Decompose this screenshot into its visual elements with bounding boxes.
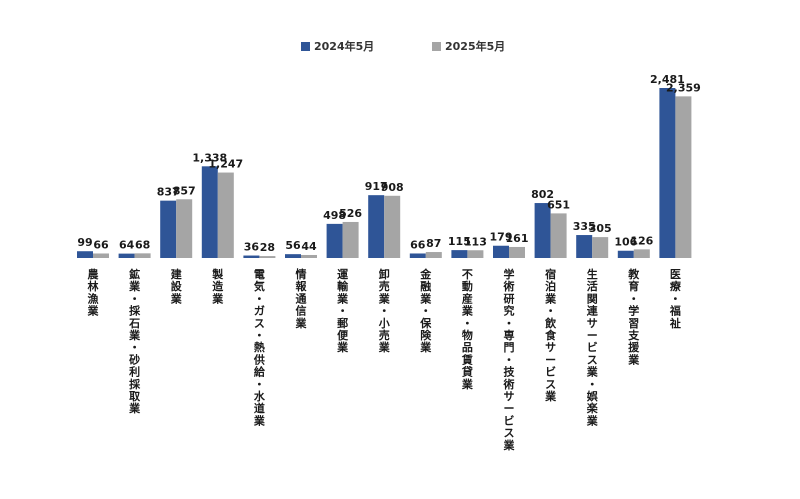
bar-2024-10: [493, 245, 509, 258]
value-label-2024-8: 66: [410, 238, 426, 251]
bar-2025-7: [384, 195, 401, 258]
value-label-2024-0: 99: [77, 236, 92, 249]
chart-legend: 2024年5月 2025年5月: [0, 38, 800, 54]
value-label-2025-4: 28: [260, 241, 275, 254]
bar-2025-13: [633, 249, 650, 258]
category-label-5: 情報通信業: [295, 267, 308, 330]
value-label-2024-9: 115: [448, 235, 471, 248]
bar-2024-3: [201, 166, 218, 258]
category-label-0: 農林漁業: [87, 267, 100, 318]
value-label-2025-13: 126: [630, 234, 653, 247]
category-label-13: 教育・学習支援業: [627, 267, 640, 366]
value-label-2024-2: 837: [157, 186, 180, 199]
category-label-2: 建設業: [170, 267, 183, 305]
value-label-2025-12: 305: [589, 222, 612, 235]
bar-2025-12: [592, 237, 609, 258]
value-label-2025-9: 113: [464, 235, 487, 248]
legend-label-2024: 2024年5月: [314, 40, 375, 53]
value-label-2024-12: 335: [573, 220, 596, 233]
bar-2025-14: [675, 96, 692, 259]
bar-2025-3: [217, 172, 234, 258]
value-label-2025-14: 2,359: [666, 81, 701, 94]
bar-2025-0: [93, 253, 109, 258]
value-label-2025-8: 87: [426, 237, 441, 250]
bar-2024-5: [285, 254, 301, 258]
bar-2025-2: [176, 199, 193, 258]
legend-swatch-2024: [301, 41, 310, 51]
category-label-1: 鉱業・採石業・砂利採取業: [128, 267, 141, 415]
category-label-11: 宿泊業・飲食サービス業: [544, 267, 557, 403]
bar-2024-12: [576, 235, 593, 258]
category-label-8: 金融業・保険業: [419, 267, 432, 354]
bar-2025-10: [509, 246, 525, 258]
value-label-2025-11: 651: [547, 198, 570, 211]
legend-label-2025: 2025年5月: [445, 40, 506, 53]
legend-swatch-2025: [432, 41, 441, 51]
value-label-2024-10: 179: [490, 231, 513, 244]
bar-2024-14: [659, 88, 676, 258]
value-label-2025-3: 1,247: [208, 158, 243, 171]
bar-2025-11: [550, 213, 567, 258]
bar-2025-4: [259, 256, 276, 258]
bar-2025-1: [134, 253, 151, 258]
bar-2024-13: [617, 250, 634, 258]
bar-2024-6: [326, 223, 343, 258]
value-label-2024-14: 2,481: [650, 73, 685, 86]
legend-item-2025: 2025年5月: [432, 38, 505, 54]
value-label-2024-13: 106: [614, 236, 637, 249]
value-label-2025-0: 66: [93, 238, 109, 251]
value-label-2025-10: 161: [506, 232, 529, 245]
category-label-9: 不動産業・物品賃貸業: [461, 268, 474, 391]
bar-2024-8: [409, 253, 426, 258]
value-label-2024-5: 56: [285, 239, 301, 252]
bar-2024-11: [534, 203, 551, 258]
bar-2025-9: [467, 250, 484, 258]
bar-2024-2: [160, 200, 177, 258]
value-label-2025-2: 857: [173, 184, 196, 197]
value-label-2024-4: 36: [244, 241, 260, 254]
category-label-12: 生活関連サービス業・娯楽業: [586, 267, 599, 427]
bar-2024-0: [77, 251, 93, 258]
bar-2025-5: [301, 254, 317, 258]
value-label-2025-1: 68: [135, 238, 150, 251]
bar-2024-1: [118, 253, 135, 258]
bar-2024-9: [451, 250, 468, 258]
value-label-2025-6: 526: [339, 207, 362, 220]
category-label-6: 運輸業・郵便業: [336, 268, 349, 354]
value-label-2024-3: 1,338: [192, 151, 227, 164]
value-label-2024-7: 917: [365, 180, 388, 193]
category-label-7: 卸売業・小売業: [378, 267, 391, 354]
bar-2024-4: [243, 255, 260, 258]
value-label-2024-1: 64: [119, 239, 135, 252]
value-label-2024-6: 498: [323, 209, 346, 222]
category-label-4: 電気・ガス・熱供給・水道業: [253, 268, 266, 427]
bar-2025-6: [342, 221, 359, 258]
value-label-2024-11: 802: [531, 188, 554, 201]
bar-2025-8: [425, 252, 442, 258]
value-label-2025-5: 44: [301, 240, 317, 253]
value-label-2025-7: 908: [381, 181, 404, 194]
legend-item-2024: 2024年5月: [301, 38, 374, 54]
category-label-3: 製造業: [211, 267, 224, 305]
category-label-14: 医療・福祉: [669, 268, 682, 330]
bar-2024-7: [368, 195, 385, 258]
category-label-10: 学術研究・専門・技術サービス業: [503, 267, 516, 452]
